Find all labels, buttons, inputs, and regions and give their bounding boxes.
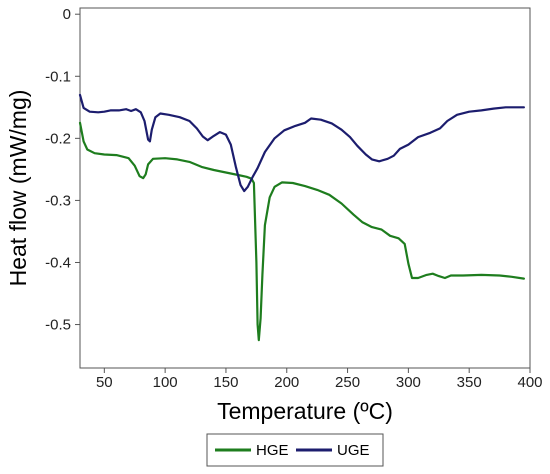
y-tick-label: -0.2	[45, 130, 71, 147]
series-line-hge	[78, 121, 526, 342]
x-tick-label: 200	[274, 374, 299, 391]
x-tick-label: 50	[96, 374, 113, 391]
x-tick-label: 350	[457, 374, 482, 391]
series-line-uge	[78, 93, 526, 193]
legend-label-uge: UGE	[337, 442, 370, 459]
x-tick-label: 300	[396, 374, 421, 391]
x-tick-label: 150	[213, 374, 238, 391]
legend-label-hge: HGE	[256, 442, 289, 459]
y-tick-label: -0.3	[45, 192, 71, 209]
x-tick-label: 250	[335, 374, 360, 391]
y-tick-label: -0.5	[45, 317, 71, 334]
y-axis-title: Heat flow (mW/mg)	[5, 90, 31, 287]
x-tick-label: 100	[153, 374, 178, 391]
y-axis-ticks: 0 -0.1 -0.2 -0.3 -0.4 -0.5	[45, 6, 80, 334]
series-lines	[78, 93, 526, 342]
x-axis-ticks: 50 100 150 200 250 300 350 400	[96, 368, 543, 391]
y-tick-label: 0	[63, 6, 71, 23]
x-tick-label: 400	[517, 374, 542, 391]
x-axis-title: Temperature (ºC)	[217, 398, 393, 424]
legend: HGE UGE	[206, 433, 384, 467]
y-tick-label: -0.4	[45, 254, 71, 271]
plot-frame	[79, 7, 531, 369]
y-tick-label: -0.1	[45, 68, 71, 85]
